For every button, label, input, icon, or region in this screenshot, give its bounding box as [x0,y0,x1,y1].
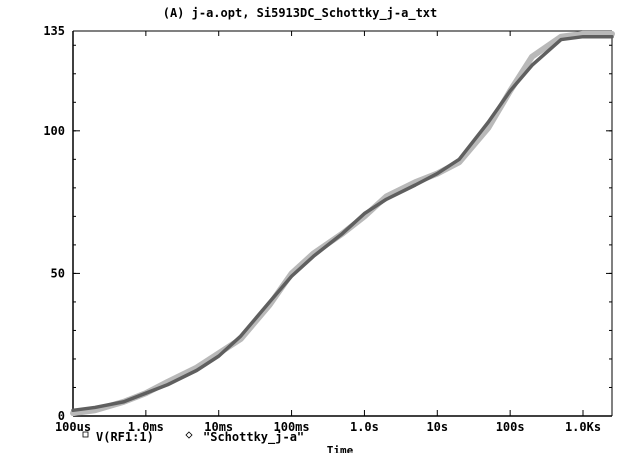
legend-label-series-1: V(RF1:1) [96,430,154,444]
data-point-series-2 [611,33,613,35]
plot-frame [72,30,613,417]
data-point-series-2 [72,412,74,414]
data-point-series-1 [531,64,533,67]
data-point-series-1 [166,383,169,386]
series-layer [70,30,615,417]
data-point-series-1 [145,392,147,394]
legend-marker-square-icon [82,431,89,438]
y-axis-ticks: 0 50 100 135 [43,24,612,423]
legend: V(RF1:1) "Schottky_j-a" [82,430,304,445]
data-point-series-2 [94,409,96,412]
chart-title: (A) j-a.opt, Si5913DC_Schottky_j-a_txt [163,6,438,21]
data-point-series-1 [582,35,584,38]
data-point-series-1 [611,35,613,38]
data-point-series-1 [458,158,461,161]
y-tick-label: 100 [43,124,65,138]
data-point-series-2 [531,55,533,58]
x-axis-label: Time [327,444,354,453]
data-point-series-2 [414,181,417,183]
data-point-series-1 [217,355,220,357]
data-point-series-1 [72,409,74,412]
data-point-series-1 [560,38,562,41]
data-point-series-1 [385,198,388,201]
data-point-series-1 [94,406,96,409]
x-tick-label: 10ms [204,420,233,434]
y-tick-label: 135 [43,24,65,38]
data-point-series-2 [560,35,562,38]
y-tick-label: 50 [51,266,65,280]
legend-label-series-2: "Schottky_j-a" [203,430,304,445]
data-point-series-1 [363,212,366,215]
data-point-series-2 [195,366,198,369]
x-tick-label: 100ms [274,420,310,434]
x-tick-label: 1.0Ks [565,420,601,434]
data-point-series-1 [414,184,417,186]
x-tick-label: 1.0ms [128,420,164,434]
data-point-series-1 [290,275,293,278]
data-point-series-2 [166,380,169,383]
data-point-series-2 [582,33,584,35]
legend-marker-diamond-icon [185,431,193,439]
data-point-series-2 [487,127,490,129]
x-axis-ticks: 100us 1.0ms 10ms 100ms 1.0s 10s 100s 1.0Ks [55,31,601,434]
data-point-series-1 [509,90,511,92]
data-point-series-2 [385,195,388,198]
data-point-series-1 [487,121,490,124]
data-point-series-1 [195,369,198,372]
data-point-series-2 [458,161,461,163]
data-point-series-1 [123,400,125,403]
data-point-series-1 [239,335,242,337]
x-tick-label: 100us [55,420,91,434]
data-point-series-1 [312,255,315,258]
data-point-series-1 [436,172,439,175]
x-tick-label: 10s [426,420,448,434]
x-tick-label: 100s [496,420,525,434]
data-point-series-1 [341,232,344,235]
y-tick-label: 0 [58,409,65,423]
x-tick-label: 1.0s [350,420,379,434]
data-point-series-1 [268,301,271,303]
